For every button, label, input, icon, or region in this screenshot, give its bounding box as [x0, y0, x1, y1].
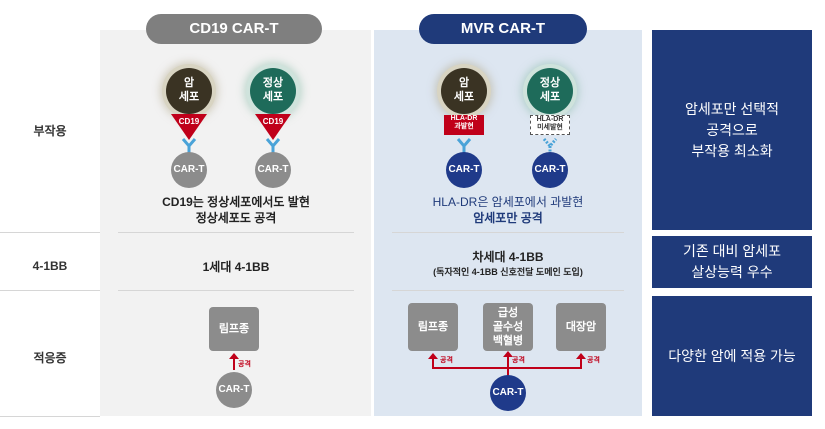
row-divider [392, 290, 624, 291]
cd19-4-1bb-text: 1세대 4-1BB [202, 260, 270, 274]
attack-label: 공격 [238, 361, 251, 368]
car-t-cell: CAR-T [216, 372, 252, 408]
cd19-antigen-label: CD19 [178, 117, 200, 126]
cd19-header: CD19 CAR-T [146, 14, 322, 44]
hla-dr-low-expression-marker: HLA-DR 미세발현 [530, 115, 570, 135]
row-divider [392, 232, 624, 233]
colorectal-cancer-box: 대장암 [556, 303, 606, 351]
lymphoma-box: 림프종 [408, 303, 458, 351]
attack-label: 공격 [512, 357, 525, 364]
cd19-antigen-label: CD19 [262, 117, 284, 126]
mvr-4-1bb-subtitle: (독자적인 4-1BB 신호전달 도메인 도입) [433, 267, 583, 277]
row-divider [0, 416, 100, 417]
car-t-cell: CAR-T [171, 152, 207, 188]
summary-4-1bb: 기존 대비 암세포 살상능력 우수 [652, 236, 812, 288]
car-t-cell: CAR-T [532, 152, 568, 188]
attack-arrow [428, 353, 438, 368]
car-t-cell: CAR-T [490, 375, 526, 411]
attack-arrow [229, 353, 239, 370]
attack-label: 공격 [587, 357, 600, 364]
cd19-antigen-marker [255, 114, 291, 140]
row-divider [118, 290, 354, 291]
mvr-4-1bb-title: 차세대 4-1BB [472, 250, 544, 264]
row-label-side-effect: 부작용 [33, 124, 67, 138]
summary-indication: 다양한 암에 적용 가능 [652, 296, 812, 416]
lymphoma-box: 림프종 [209, 307, 259, 351]
cd19-antigen-marker [171, 114, 207, 140]
row-divider [118, 232, 354, 233]
row-divider [0, 232, 100, 233]
mvr-side-effect-text: HLA-DR은 암세포에서 과발현 [432, 195, 584, 209]
mvr-side-effect-highlight: 암세포만 공격 [473, 211, 543, 225]
normal-cell: 정상 세포 [527, 68, 573, 114]
cd19-side-effect-text: CD19는 정상세포에서도 발현 정상세포도 공격 [162, 195, 310, 226]
car-receptor-icon [542, 138, 558, 154]
attack-arrow [576, 353, 586, 368]
row-label-indication: 적응증 [33, 351, 67, 365]
car-t-cell: CAR-T [446, 152, 482, 188]
cancer-cell: 암 세포 [441, 68, 487, 114]
car-t-cell: CAR-T [255, 152, 291, 188]
cd19-panel [100, 30, 371, 416]
attack-arrow [503, 351, 513, 368]
cancer-cell: 암 세포 [166, 68, 212, 114]
hla-dr-overexpression-marker: HLA-DR 과발현 [444, 115, 484, 135]
aml-box: 급성 골수성 백혈병 [483, 303, 533, 351]
row-divider [0, 290, 100, 291]
mvr-header: MVR CAR-T [419, 14, 587, 44]
attack-label: 공격 [440, 357, 453, 364]
connector-line [507, 367, 509, 379]
row-label-4-1bb: 4-1BB [32, 259, 68, 273]
normal-cell: 정상 세포 [250, 68, 296, 114]
summary-side-effect: 암세포만 선택적 공격으로 부작용 최소화 [652, 30, 812, 230]
